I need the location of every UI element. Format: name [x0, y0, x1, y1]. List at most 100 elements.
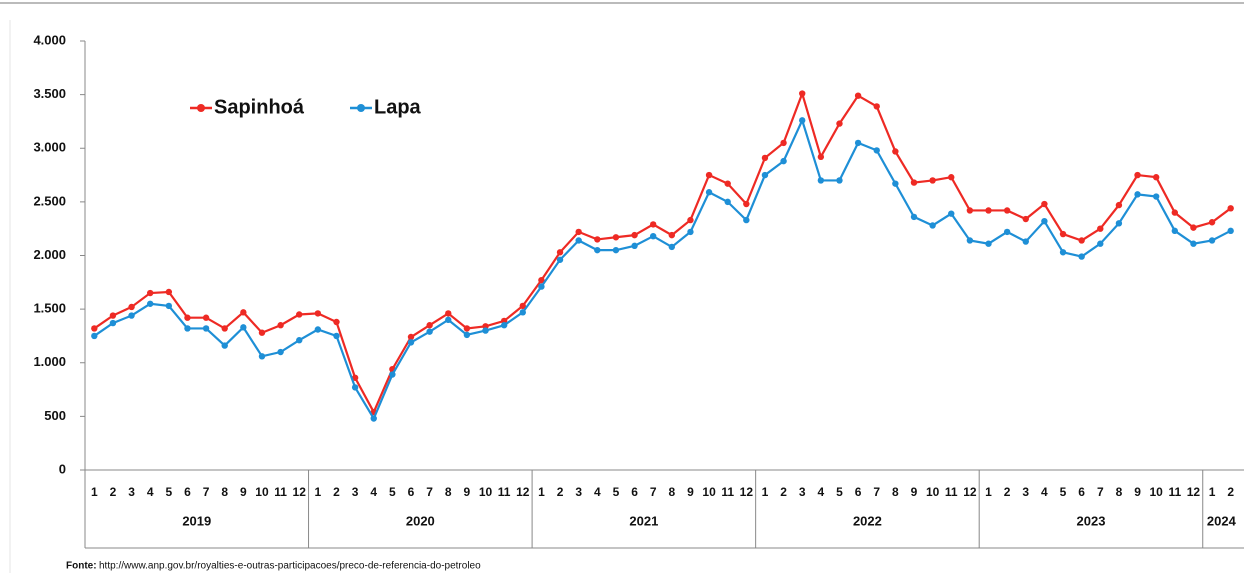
x-tick-label: 1	[762, 485, 769, 499]
year-label: 2023	[1077, 513, 1106, 528]
series-point	[1227, 205, 1234, 212]
series-point	[873, 103, 880, 110]
x-tick-label: 11	[721, 485, 734, 499]
series-point	[91, 332, 98, 340]
series-point	[165, 302, 173, 310]
x-tick-label: 10	[702, 485, 716, 499]
x-tick-label: 9	[464, 485, 471, 499]
series-point	[240, 324, 247, 331]
series-point	[668, 243, 676, 251]
x-tick-label: 8	[668, 485, 675, 499]
series-point	[575, 237, 582, 244]
series-point	[780, 139, 787, 147]
series-line	[93, 117, 1232, 421]
x-tick-label: 10	[479, 485, 493, 499]
series-point	[351, 384, 359, 391]
series-point	[1152, 174, 1160, 181]
series-point	[854, 92, 862, 99]
x-tick-label: 1	[985, 485, 992, 499]
series-point	[407, 333, 415, 341]
series-point	[1059, 230, 1067, 238]
x-tick-label: 2	[110, 485, 117, 499]
x-tick-label: 11	[498, 485, 511, 499]
year-label: 2019	[182, 513, 211, 528]
x-tick-label: 12	[1187, 485, 1201, 499]
series-point	[258, 329, 266, 336]
series-point	[817, 177, 825, 184]
series-point	[799, 90, 806, 97]
series-point	[985, 207, 992, 214]
x-tick-label: 5	[613, 485, 620, 499]
x-tick-label: 3	[128, 485, 135, 499]
x-tick-label: 9	[1134, 485, 1141, 499]
x-tick-label: 5	[1060, 485, 1067, 499]
series-point	[1115, 201, 1123, 209]
x-tick-label: 5	[836, 485, 843, 499]
series-point	[1097, 225, 1104, 232]
series-point	[575, 228, 582, 236]
series-point	[519, 302, 526, 310]
series-point	[221, 342, 228, 349]
x-tick-label: 3	[352, 485, 359, 499]
series-point	[910, 179, 918, 186]
series-point	[761, 154, 769, 162]
series-point	[649, 221, 657, 228]
x-tick-label: 2	[333, 485, 340, 499]
series-point	[426, 322, 433, 329]
series-point	[1059, 249, 1067, 256]
x-tick-label: 8	[445, 485, 452, 499]
series-point	[184, 325, 191, 332]
x-tick-label: 11	[274, 485, 287, 499]
series-point	[929, 222, 936, 229]
series-point	[202, 325, 210, 332]
x-tick-label: 12	[516, 485, 530, 499]
x-tick-label: 9	[911, 485, 918, 499]
series-point	[370, 415, 377, 422]
series-point	[109, 312, 117, 319]
series-point	[631, 231, 638, 239]
x-tick-label: 5	[165, 485, 172, 499]
series-point	[147, 289, 154, 297]
x-tick-label: 12	[963, 485, 977, 499]
series-point	[631, 242, 638, 250]
x-tick-label: 11	[1168, 485, 1181, 499]
y-tick-label: 4.000	[33, 32, 66, 47]
series-point	[929, 177, 936, 184]
series-point	[705, 189, 713, 196]
x-tick-label: 8	[221, 485, 228, 499]
x-tick-label: 6	[184, 485, 191, 499]
x-tick-label: 11	[945, 485, 958, 499]
x-tick-label: 10	[255, 485, 269, 499]
series-point	[743, 200, 750, 208]
legend-marker	[197, 104, 205, 112]
series-point	[594, 236, 601, 243]
series-point	[966, 207, 974, 214]
source-url: http://www.anp.gov.br/royalties-e-outras…	[99, 561, 481, 572]
x-tick-label: 2	[557, 485, 564, 499]
x-tick-label: 2	[780, 485, 787, 499]
series-point	[1078, 253, 1085, 260]
series-point	[240, 309, 247, 316]
series-point	[612, 246, 620, 254]
series-point	[724, 198, 731, 206]
series-point	[445, 316, 452, 324]
series-point	[1208, 219, 1216, 226]
series-point	[463, 325, 471, 332]
series-point	[1152, 193, 1160, 200]
x-tick-label: 10	[926, 485, 940, 499]
x-tick-label: 12	[293, 485, 307, 499]
series-point	[687, 228, 694, 236]
x-tick-label: 1	[91, 485, 98, 499]
series-point	[948, 210, 955, 217]
x-tick-label: 2	[1004, 485, 1011, 499]
series-point	[836, 120, 843, 127]
x-tick-label: 4	[1041, 485, 1048, 499]
series-point	[1097, 240, 1104, 247]
series-point	[277, 348, 284, 356]
x-tick-label: 7	[1097, 485, 1104, 499]
series-point	[966, 237, 974, 244]
y-tick-label: 3.500	[33, 86, 66, 101]
y-tick-label: 1.000	[33, 354, 66, 369]
series-point	[761, 171, 769, 179]
